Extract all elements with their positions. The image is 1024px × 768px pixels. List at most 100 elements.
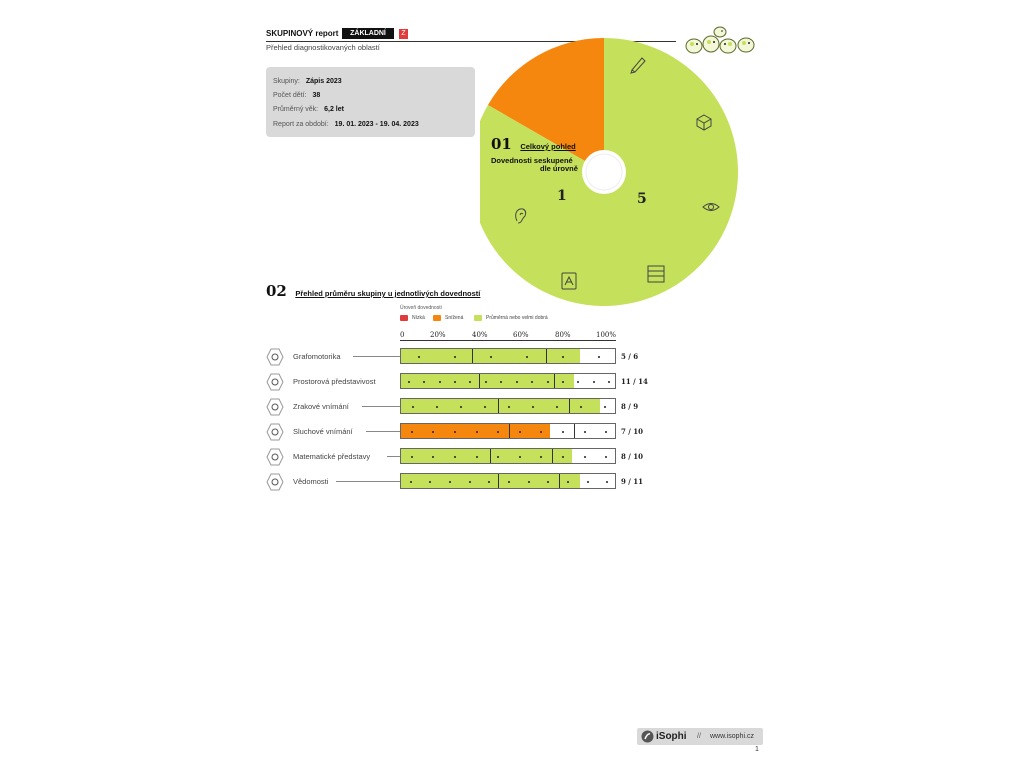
pencil-icon: [266, 348, 284, 366]
skill-leader-line-graphomotor: [352, 356, 400, 357]
skill-bar-dot-visual-8: [604, 406, 606, 408]
skill-bar-dot-knowledge-8: [566, 481, 569, 483]
skill-bar-dot-spatial-13: [608, 381, 611, 383]
skill-bar-dot-knowledge-10: [606, 481, 609, 483]
skill-bar-dot-auditory-0: [410, 431, 413, 433]
group-info-box: Skupiny: Zápis 2023 Počet dětí: 38 Průměrn…: [266, 67, 475, 137]
skill-bar-dot-auditory-7: [562, 431, 564, 433]
skill-label-auditory: Sluchové vnímání: [293, 427, 353, 436]
overview-pie-chart: 1 5: [480, 38, 738, 306]
scale-axis-line: [400, 340, 616, 341]
footer-url-link[interactable]: www.isophi.cz: [710, 733, 754, 740]
skill-bar-dot-math-2: [454, 456, 456, 458]
skill-bar-dot-visual-4: [508, 406, 510, 408]
skill-bar-dot-auditory-2: [454, 431, 456, 433]
pencil-icon: [630, 57, 646, 74]
skill-bar-dot-auditory-9: [605, 431, 608, 433]
report-title: SKUPINOVÝ report: [266, 29, 339, 38]
skill-bar-boundary-graphomotor-0: [472, 349, 474, 363]
legend-item-good: Průměrná nebo velmi dobrá: [474, 315, 548, 321]
skill-bar-dot-knowledge-1: [429, 481, 432, 483]
skill-bar-boundary-math-0: [489, 449, 491, 463]
skill-bar-visual: [400, 398, 616, 414]
skill-bar-dot-spatial-3: [454, 381, 456, 383]
skill-bar-boundary-knowledge-1: [558, 474, 560, 488]
skill-bar-dot-auditory-1: [432, 431, 435, 433]
skill-bar-dot-spatial-6: [500, 381, 503, 383]
section-01-subtitle-1: Dovednosti seskupené: [491, 156, 573, 165]
skill-bar-boundary-graphomotor-1: [545, 349, 547, 363]
book-icon: [266, 473, 284, 491]
skill-bar-dot-spatial-11: [577, 381, 580, 383]
skill-bar-dot-math-9: [605, 456, 608, 458]
skill-bar-dot-spatial-9: [546, 381, 549, 383]
skill-leader-line-visual: [361, 406, 400, 407]
skill-bar-auditory: [400, 423, 616, 439]
section-01-title: Celkový pohled: [520, 142, 576, 151]
abacus-icon: [266, 448, 284, 466]
skill-bar-dot-spatial-8: [531, 381, 534, 383]
legend-swatch-good: [474, 315, 482, 321]
skill-bar-dot-spatial-4: [469, 381, 472, 383]
skill-score-auditory: 7 / 10: [621, 427, 644, 436]
skill-leader-line-knowledge: [335, 481, 400, 482]
book-icon: [561, 272, 577, 290]
skill-bar-dot-auditory-8: [583, 431, 586, 433]
skill-bar-graphomotor: [400, 348, 616, 364]
header-divider: [266, 41, 676, 42]
skill-bar-dot-visual-7: [580, 406, 582, 408]
skill-bar-dot-auditory-4: [497, 431, 500, 433]
skill-label-knowledge: Vědomosti: [293, 477, 329, 486]
ear-icon: [266, 423, 284, 441]
skill-bar-dot-graphomotor-2: [490, 356, 492, 358]
legend-swatch-reduced: [433, 315, 441, 321]
skill-label-spatial: Prostorová představivost: [293, 377, 376, 386]
skill-bar-dot-knowledge-6: [527, 481, 530, 483]
legend-swatch-low: [400, 315, 408, 321]
skill-bar-dot-spatial-0: [407, 381, 410, 383]
skill-bar-dot-auditory-6: [540, 431, 543, 433]
skill-bar-dot-graphomotor-1: [454, 356, 456, 358]
legend-item-low: Nízká: [400, 315, 425, 321]
skill-bar-dot-spatial-5: [484, 381, 487, 383]
skill-score-spatial: 11 / 14: [621, 377, 648, 386]
skill-score-visual: 8 / 9: [621, 402, 639, 411]
skill-bar-dot-visual-5: [532, 406, 534, 408]
skill-bar-dot-visual-2: [460, 406, 462, 408]
isophi-logo-icon: [641, 730, 654, 743]
pie-slice-reduced: [487, 38, 604, 172]
legend-item-reduced: Snížená: [433, 315, 463, 321]
skill-bar-dot-spatial-10: [562, 381, 564, 383]
skill-bar-boundary-auditory-0: [509, 424, 510, 438]
scale-tick-20: 20%: [430, 331, 446, 339]
skill-leader-line-auditory: [365, 431, 400, 432]
section-02-heading: 02 Přehled průměru skupiny u jednotlivýc…: [266, 282, 480, 301]
info-row-group: Skupiny: Zápis 2023: [273, 78, 342, 85]
pie-center-ring: [585, 153, 623, 191]
skill-label-visual: Zrakové vnímání: [293, 402, 349, 411]
info-row-count: Počet dětí: 38: [273, 92, 321, 99]
skill-bar-dot-knowledge-5: [508, 481, 510, 483]
skill-bar-dot-math-8: [583, 456, 586, 458]
skill-bar-dot-auditory-5: [518, 431, 521, 433]
skill-bar-math: [400, 448, 616, 464]
skill-bar-dot-knowledge-7: [547, 481, 550, 483]
skill-bar-dot-auditory-3: [475, 431, 478, 433]
cube-icon: [266, 373, 284, 391]
footer-brand-box: [637, 728, 763, 745]
skill-bar-dot-math-3: [475, 456, 478, 458]
skill-bar-fill-math: [401, 449, 572, 463]
pie-center-hole: [582, 150, 626, 194]
skill-bar-dot-visual-6: [556, 406, 558, 408]
skill-bar-dot-graphomotor-5: [598, 356, 600, 358]
skill-bar-boundary-auditory-1: [573, 424, 575, 438]
scale-tick-40: 40%: [472, 331, 488, 339]
skill-bar-dot-visual-0: [412, 406, 414, 408]
report-type-letter: Z: [399, 29, 408, 39]
section-02-title: Přehled průměru skupiny u jednotlivých d…: [295, 289, 481, 298]
report-subtitle: Přehled diagnostikovaných oblastí: [266, 43, 380, 52]
skill-bar-dot-math-7: [562, 456, 564, 458]
footer-separator: //: [697, 733, 701, 740]
skill-label-graphomotor: Grafomotorika: [293, 352, 341, 361]
skill-score-math: 8 / 10: [621, 452, 644, 461]
